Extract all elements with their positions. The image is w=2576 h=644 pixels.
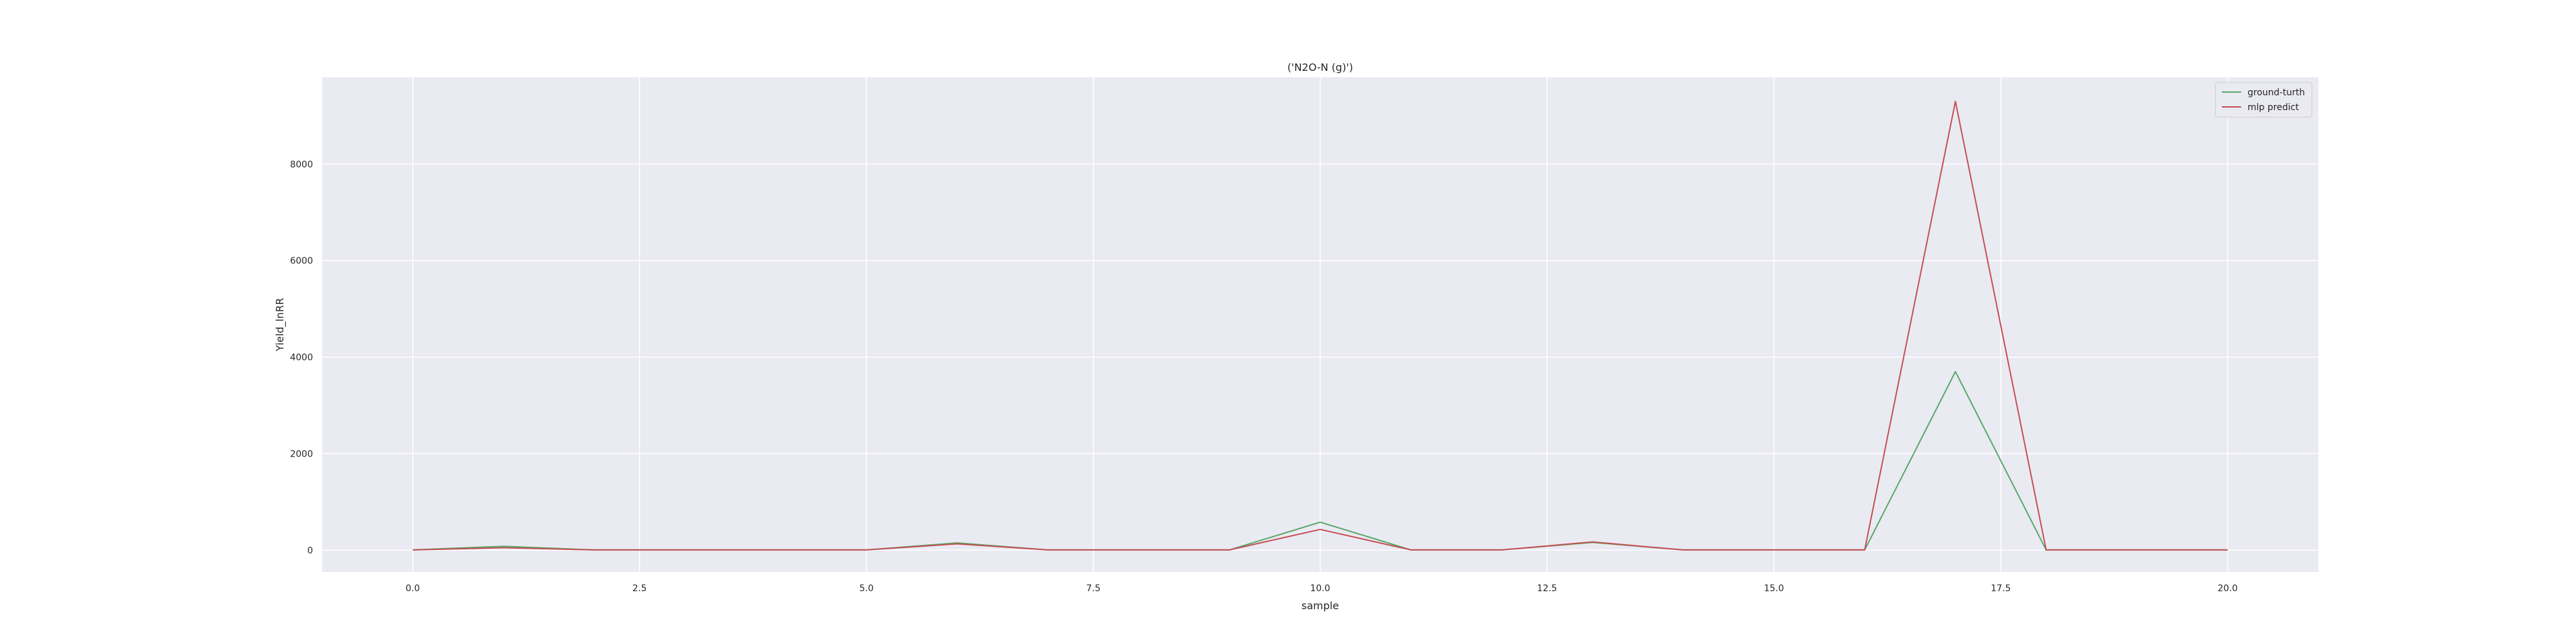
x-tick-label: 20.0 xyxy=(2218,583,2238,594)
legend: ground-turth mlp predict xyxy=(2215,82,2313,118)
x-tick-label: 17.5 xyxy=(1991,583,2011,594)
x-tick-label: 10.0 xyxy=(1310,583,1330,594)
series-line-mlp-predict xyxy=(412,100,2228,551)
legend-box xyxy=(2215,82,2313,118)
x-tick-label: 2.5 xyxy=(632,583,647,594)
tick-labels: 0.0 2.5 5.0 7.5 10.0 12.5 15.0 17.5 20.0 0 2000 400… xyxy=(290,160,2237,594)
chart-title: ('N2O-N (g)') xyxy=(1287,61,1353,73)
grid-lines xyxy=(322,77,2318,572)
series-lines xyxy=(412,100,2228,551)
y-tick-label: 2000 xyxy=(290,449,313,459)
legend-label: ground-turth xyxy=(2248,88,2305,98)
x-tick-label: 12.5 xyxy=(1537,583,1557,594)
x-tick-label: 15.0 xyxy=(1764,583,1784,594)
x-tick-label: 7.5 xyxy=(1086,583,1101,594)
y-tick-label: 0 xyxy=(307,545,313,556)
legend-label: mlp predict xyxy=(2248,102,2299,113)
y-axis-label: Yield_lnRR xyxy=(274,298,287,352)
x-tick-label: 0.0 xyxy=(406,583,420,594)
y-tick-label: 4000 xyxy=(290,353,313,363)
y-tick-label: 6000 xyxy=(290,256,313,267)
x-tick-label: 5.0 xyxy=(859,583,873,594)
y-tick-label: 8000 xyxy=(290,160,313,170)
x-axis-label: sample xyxy=(1302,600,1339,612)
